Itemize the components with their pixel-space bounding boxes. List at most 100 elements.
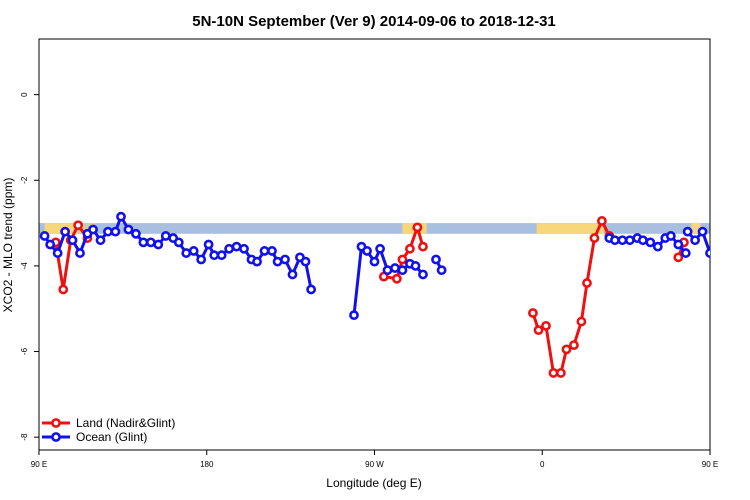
- data-point: [203, 239, 214, 250]
- data-point: [280, 254, 290, 265]
- legend-label: Land (Nadir&Glint): [76, 416, 175, 430]
- data-point: [624, 235, 635, 246]
- data-point: [390, 263, 400, 273]
- data-point: [725, 237, 732, 244]
- data-point: [548, 368, 559, 378]
- data-point: [287, 269, 298, 280]
- legend: Land (Nadir&Glint)Ocean (Glint): [42, 416, 175, 444]
- data-point: [196, 254, 207, 265]
- data-point: [95, 235, 106, 246]
- data-point: [153, 239, 164, 250]
- series-layer: [39, 211, 750, 378]
- data-point: [405, 243, 415, 254]
- data-point: [719, 226, 726, 233]
- data-point: [88, 224, 98, 235]
- x-tick-label: 180: [200, 460, 214, 469]
- data-point: [541, 320, 551, 331]
- data-point: [382, 265, 393, 276]
- data-point: [561, 344, 572, 355]
- band-land-patch: [78, 223, 95, 234]
- data-point: [716, 237, 723, 244]
- data-point: [410, 261, 421, 271]
- data-point: [110, 226, 121, 237]
- y-axis: 0 -2 -4 -6 -8: [20, 92, 39, 441]
- data-point: [300, 256, 311, 267]
- band-land-patch: [536, 223, 604, 234]
- data-point: [60, 226, 70, 237]
- data-point: [73, 220, 84, 231]
- data-point: [45, 239, 56, 250]
- legend-swatch-marker: [51, 418, 61, 428]
- band-land-patch: [691, 223, 701, 234]
- data-point: [582, 278, 592, 288]
- data-point: [569, 340, 579, 351]
- data-point: [738, 237, 745, 244]
- y-tick-label: -6: [20, 347, 29, 355]
- data-point: [719, 286, 726, 293]
- data-point: [645, 237, 656, 248]
- data-point: [617, 235, 628, 246]
- x-tick-label: 90 E: [702, 460, 718, 469]
- data-point: [58, 284, 69, 295]
- series-line: [352, 245, 425, 316]
- data-point: [160, 231, 171, 241]
- series-ocean: [39, 211, 750, 321]
- y-tick-label: -4: [20, 262, 29, 270]
- data-point: [682, 226, 693, 237]
- data-point: [746, 213, 750, 220]
- data-point: [412, 222, 423, 233]
- data-point: [173, 237, 184, 248]
- band-ocean: [39, 223, 710, 234]
- data-point: [638, 235, 648, 246]
- y-tick-label: -2: [20, 176, 29, 184]
- data-point: [391, 273, 402, 284]
- data-point: [145, 237, 156, 248]
- data-point: [224, 243, 235, 254]
- data-point: [375, 243, 385, 254]
- x-axis: 90 E 180 90 W 0 90 E: [31, 450, 718, 469]
- data-point: [436, 265, 447, 276]
- data-point: [138, 237, 149, 248]
- data-point: [216, 250, 227, 261]
- y-tick-label: 0: [20, 92, 29, 97]
- data-point: [690, 235, 700, 246]
- data-point: [397, 254, 408, 265]
- series-line: [734, 225, 741, 240]
- data-point: [610, 235, 620, 246]
- data-point: [188, 246, 199, 256]
- data-point: [589, 233, 600, 243]
- x-tick-label: 90 W: [365, 460, 384, 469]
- data-point: [75, 248, 85, 258]
- data-point: [123, 224, 134, 235]
- data-point: [431, 254, 441, 265]
- band-land-patch: [716, 223, 725, 234]
- data-point: [697, 226, 708, 237]
- data-point: [576, 316, 587, 327]
- data-point: [209, 250, 220, 261]
- data-point: [52, 248, 63, 258]
- data-point: [369, 256, 380, 267]
- y-axis-label: XCO2 - MLO trend (ppm): [1, 178, 15, 313]
- data-point: [705, 248, 710, 258]
- data-point: [231, 241, 242, 252]
- data-point: [397, 265, 408, 276]
- series-line: [719, 240, 723, 289]
- data-point: [103, 226, 113, 237]
- data-point: [306, 284, 317, 295]
- data-point: [740, 228, 747, 235]
- data-point: [680, 248, 691, 258]
- legend-swatch-marker: [51, 432, 61, 442]
- series-line: [686, 230, 710, 255]
- surface-band: [39, 223, 725, 234]
- data-point: [418, 241, 428, 252]
- data-point: [665, 231, 676, 241]
- data-point: [731, 222, 738, 229]
- y-tick-label: -8: [20, 433, 29, 441]
- data-point: [652, 241, 663, 252]
- data-point: [252, 256, 262, 267]
- data-point: [362, 246, 372, 256]
- data-point: [349, 310, 359, 321]
- data-point: [67, 235, 78, 246]
- data-point: [418, 269, 428, 280]
